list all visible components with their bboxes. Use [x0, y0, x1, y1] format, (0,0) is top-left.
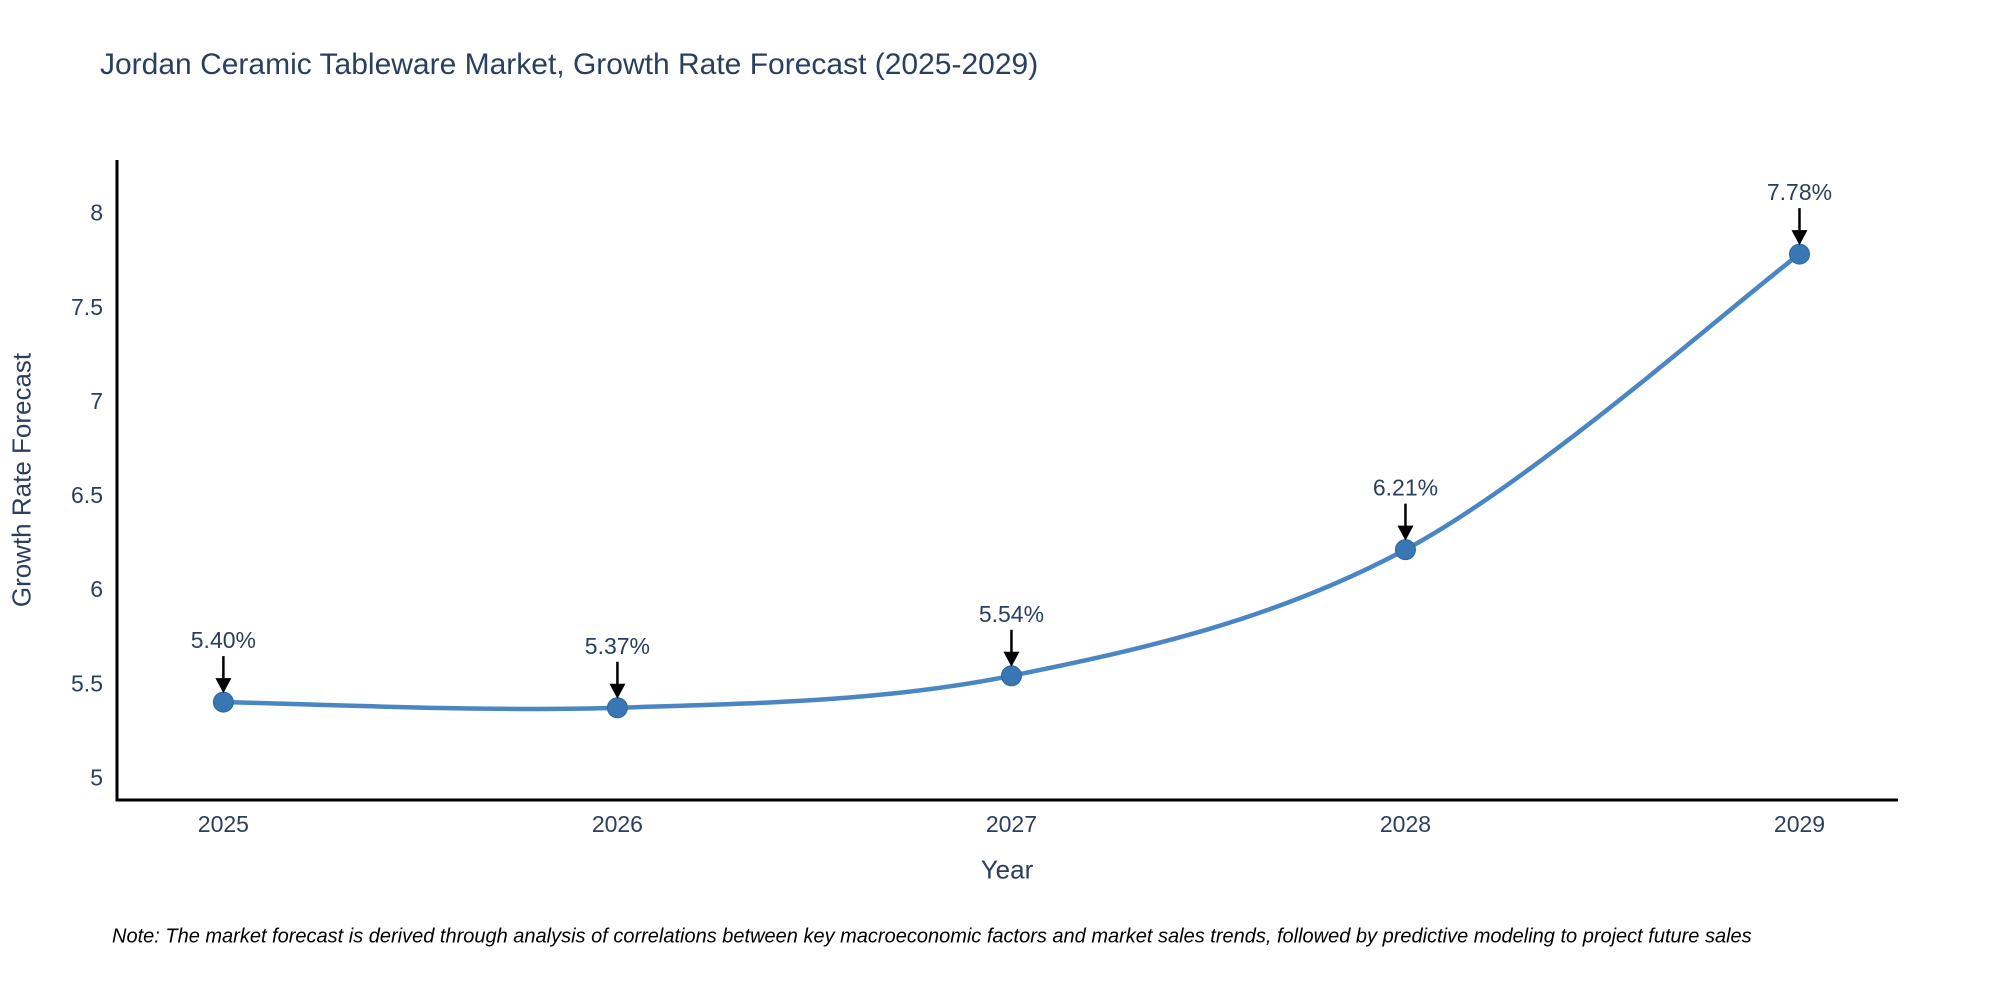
forecast-line: [221, 251, 1802, 712]
x-tick-label: 2028: [1380, 811, 1431, 837]
y-tick-label: 7.5: [71, 294, 103, 320]
y-tick-label: 6: [90, 576, 103, 602]
chart-footnote: Note: The market forecast is derived thr…: [112, 925, 1752, 948]
annotation-arrowhead-icon: [1397, 525, 1414, 541]
data-point-marker[interactable]: [1788, 243, 1810, 265]
point-value-label: 7.78%: [1767, 179, 1832, 205]
y-tick-label: 5: [90, 764, 103, 790]
x-tick-label: 2025: [198, 811, 249, 837]
annotation-arrowhead-icon: [609, 683, 626, 699]
x-tick-label: 2027: [986, 811, 1037, 837]
chart-title: Jordan Ceramic Tableware Market, Growth …: [100, 48, 1039, 81]
y-tick-label: 8: [90, 200, 103, 226]
annotation-arrowhead-icon: [1003, 651, 1020, 667]
x-tick-label: 2029: [1774, 811, 1825, 837]
data-point-marker[interactable]: [212, 691, 234, 713]
point-value-label: 5.40%: [191, 627, 256, 653]
point-value-label: 5.54%: [979, 601, 1044, 627]
y-tick-label: 7: [90, 388, 103, 414]
point-value-label: 6.21%: [1373, 475, 1438, 501]
y-tick-label: 5.5: [71, 670, 103, 696]
annotation-arrowhead-icon: [1791, 230, 1808, 246]
x-axis-title: Year: [980, 854, 1034, 885]
data-point-marker[interactable]: [1000, 665, 1022, 687]
annotation-arrowhead-icon: [215, 678, 232, 694]
data-point-marker[interactable]: [1394, 539, 1416, 561]
point-value-label: 5.37%: [585, 633, 650, 659]
y-tick-label: 6.5: [71, 482, 103, 508]
x-tick-label: 2026: [592, 811, 643, 837]
data-point-marker[interactable]: [606, 697, 628, 719]
